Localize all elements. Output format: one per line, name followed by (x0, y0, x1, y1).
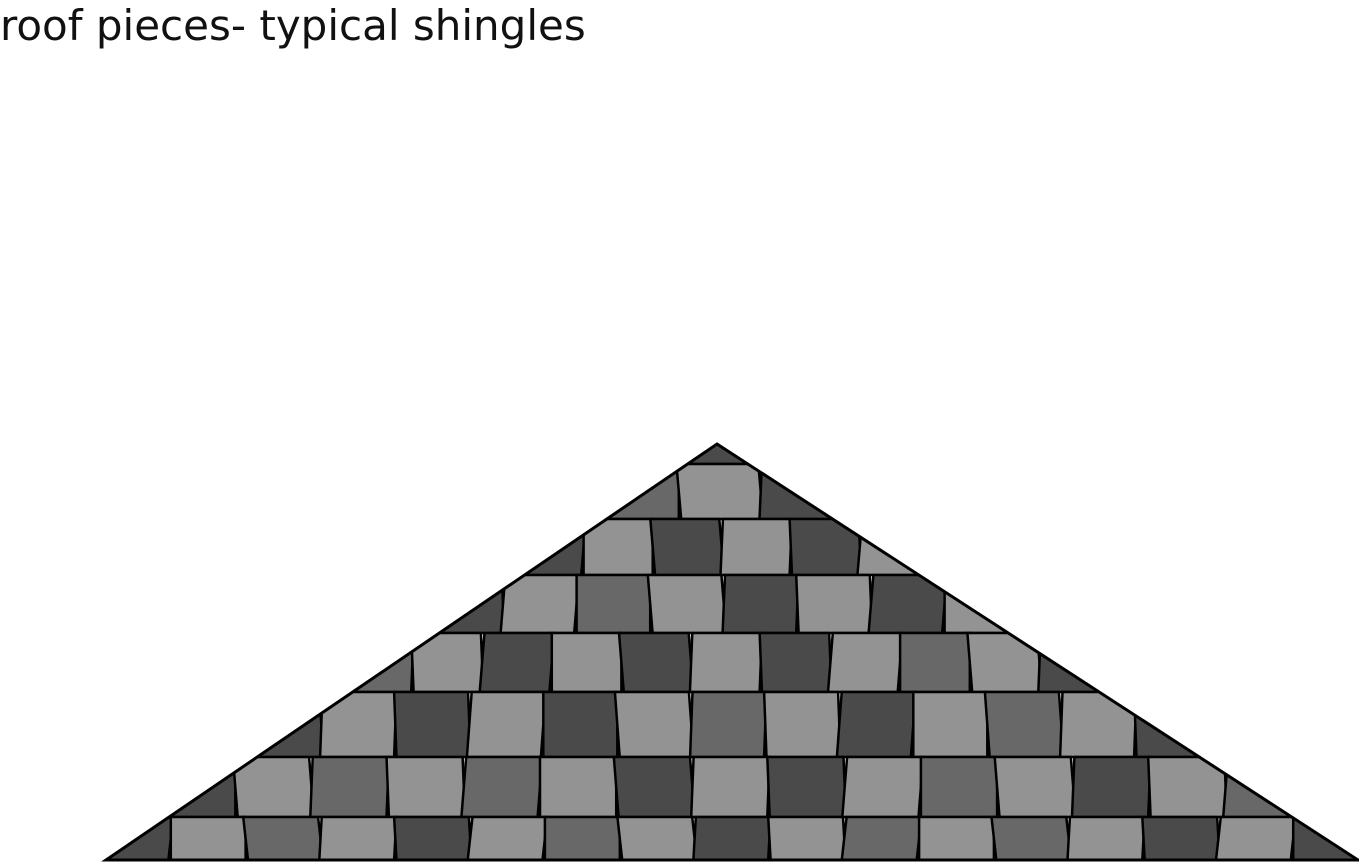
shingle (612, 755, 697, 819)
shingle (478, 631, 556, 694)
shingle (766, 815, 847, 860)
shingle (241, 815, 325, 860)
shingle (673, 444, 762, 466)
shingle (1070, 755, 1152, 819)
shingle (538, 755, 618, 819)
shingle (758, 462, 846, 521)
shingle (543, 815, 622, 860)
shingle (1140, 815, 1221, 860)
shingle (169, 815, 247, 860)
shingle (1214, 815, 1297, 860)
shingle (688, 690, 768, 759)
shingle (466, 815, 549, 860)
shingle (550, 631, 623, 694)
shingle (648, 517, 726, 577)
shingle (616, 815, 699, 860)
shingle (243, 690, 326, 759)
shingle (392, 815, 473, 860)
shingle (721, 573, 800, 635)
shingle (1036, 631, 1112, 694)
shingle (340, 631, 415, 694)
shingle (646, 573, 728, 635)
shingle (719, 517, 794, 577)
shingle (917, 815, 996, 860)
shingle (867, 573, 949, 635)
shingle (898, 631, 972, 694)
shingle (317, 815, 398, 860)
shingle (675, 462, 765, 521)
shingle (157, 755, 237, 819)
shingle (460, 755, 544, 819)
shingle (465, 690, 548, 759)
shingle (966, 631, 1044, 694)
shingle (983, 690, 1066, 759)
shingle (765, 755, 848, 819)
shingle (575, 573, 652, 635)
shingle (919, 755, 999, 819)
shingle (758, 631, 833, 694)
shingle (993, 755, 1077, 819)
shingle (617, 631, 695, 694)
shingle (385, 755, 467, 819)
shingle (826, 631, 904, 694)
shingle (510, 517, 588, 577)
shingle (912, 690, 989, 759)
shingle (840, 755, 925, 819)
shingle (595, 462, 681, 521)
shingle (542, 690, 619, 759)
shingle (1132, 690, 1212, 759)
shingle (762, 690, 842, 759)
shingle (1066, 815, 1147, 860)
shingle (794, 573, 874, 635)
shingle (409, 631, 485, 694)
shingle (788, 517, 863, 577)
shingle (840, 815, 923, 860)
shingle (943, 573, 1020, 635)
shingle (392, 690, 472, 759)
shingle (856, 517, 933, 577)
shingle (689, 755, 772, 819)
shingle (1221, 755, 1306, 819)
shingle (835, 690, 918, 759)
shingle (426, 573, 506, 635)
shingle (688, 631, 764, 694)
shingle (1058, 690, 1138, 759)
page-title: roof pieces- typical shingles (0, 1, 586, 50)
shingle (318, 690, 398, 759)
shingle-rows (106, 444, 1358, 860)
roof-outline (101, 442, 1359, 862)
shingle (308, 755, 391, 819)
shingle (613, 690, 696, 759)
shingle (990, 815, 1073, 860)
shingle (692, 815, 772, 860)
